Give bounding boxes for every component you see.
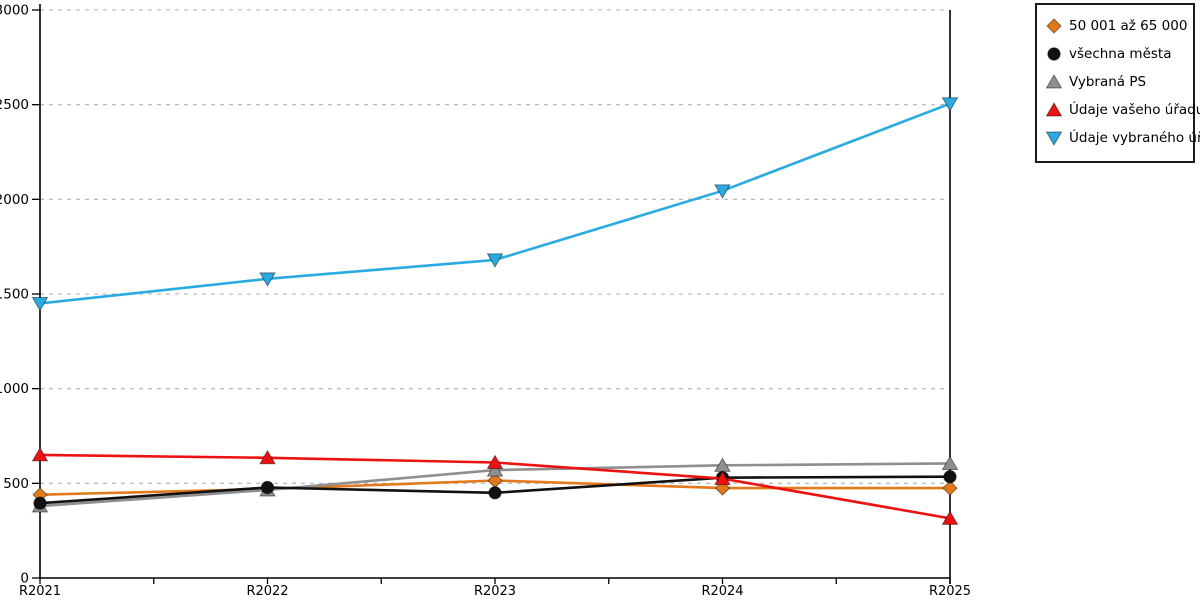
svg-text:1000: 1000	[0, 381, 29, 397]
legend-marker-triangle-down-icon	[1046, 131, 1062, 146]
chart-legend: 50 001 až 65 000 všechna města Vybraná P…	[1035, 3, 1200, 163]
legend-item-label: Údaje vybraného úřadu	[1069, 130, 1200, 146]
svg-text:2000: 2000	[0, 192, 29, 208]
legend-item-label: 50 001 až 65 000	[1069, 18, 1188, 34]
svg-text:0: 0	[20, 571, 29, 587]
svg-text:500: 500	[3, 476, 29, 492]
legend-marker-circle-icon	[1047, 47, 1061, 61]
legend-item-udaje-vybraneho-uradu: Údaje vybraného úřadu	[1046, 124, 1200, 152]
svg-text:3000: 3000	[0, 3, 29, 19]
svg-text:1500: 1500	[0, 287, 29, 303]
legend-marker-diamond-icon	[1046, 18, 1062, 34]
legend-item-50001-az-65000: 50 001 až 65 000	[1046, 12, 1188, 40]
svg-text:R2024: R2024	[701, 584, 743, 599]
legend-marker-triangle-up-icon	[1046, 74, 1062, 89]
svg-text:2500: 2500	[0, 97, 29, 113]
legend-item-label: všechna města	[1069, 46, 1172, 62]
legend-marker-triangle-up-icon	[1046, 102, 1062, 117]
svg-text:R2022: R2022	[246, 584, 288, 599]
legend-item-label: Údaje vašeho úřadu	[1069, 102, 1200, 118]
legend-item-vybrana-ps: Vybraná PS	[1046, 68, 1184, 96]
legend-item-udaje-vaseho-uradu: Údaje vašeho úřadu	[1046, 96, 1200, 124]
svg-text:R2023: R2023	[474, 584, 516, 599]
svg-text:R2025: R2025	[929, 584, 971, 599]
legend-item-label: Vybraná PS	[1069, 74, 1147, 90]
legend-item-vsechna-mesta: všechna města	[1046, 40, 1184, 68]
svg-text:R2021: R2021	[19, 584, 61, 599]
